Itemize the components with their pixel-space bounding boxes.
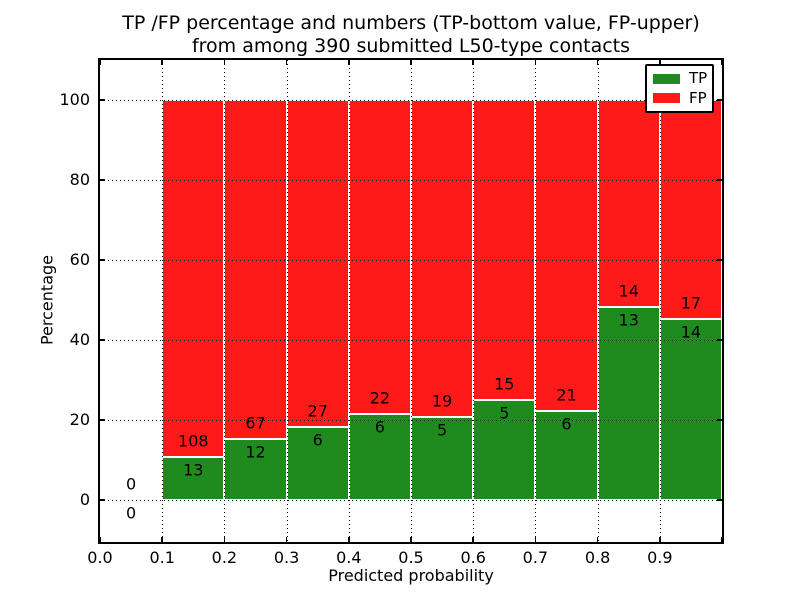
x-tick-label: 0.7 [522, 548, 549, 567]
x-tick-mark-top [410, 60, 412, 65]
tp-count-label: 6 [312, 430, 323, 450]
fp-bar-segment [162, 100, 225, 458]
x-tick-mark [285, 537, 288, 542]
fp-bar-segment [473, 100, 536, 400]
x-tick-mark [596, 537, 599, 542]
x-tick-mark [472, 537, 474, 542]
y-tick-label: 60 [69, 250, 90, 269]
plot-area: 0 0 108 13 67 12 27 6 22 6 19 5 15 5 21 6 14 13 17 14 [98, 58, 724, 544]
y-tick-label: 80 [69, 170, 90, 189]
x-tick-label: 0.8 [584, 548, 611, 567]
x-tick-mark [161, 537, 163, 542]
tp-count-label: 5 [499, 403, 510, 423]
y-tick-mark [100, 259, 105, 261]
fp-count-label: 14 [618, 281, 639, 301]
tp-bar-segment [597, 307, 660, 500]
fp-count-label: 17 [680, 293, 702, 313]
x-tick-label: 0.6 [460, 548, 486, 567]
chart-title-line-2: from among 390 submitted L50-type contac… [191, 35, 631, 57]
legend-item-tp: TP [653, 69, 708, 88]
tp-count-label: 5 [437, 420, 448, 440]
legend-label-tp: TP [689, 69, 708, 88]
tp-count-label: 14 [680, 322, 702, 342]
legend-label-fp: FP [689, 88, 707, 107]
x-tick-mark-top [534, 60, 537, 65]
tp-count-label: 0 [126, 503, 137, 523]
tp-count-label: 12 [245, 442, 266, 462]
fp-count-label: 19 [431, 391, 453, 411]
y-gridline [100, 500, 722, 501]
y-tick-mark-right [717, 99, 722, 101]
fp-bar-segment [286, 100, 349, 428]
tp-count-label: 6 [374, 417, 385, 437]
x-tick-label: 0.3 [273, 548, 300, 567]
x-tick-label: 0.5 [398, 548, 424, 567]
tp-bar-segment [473, 400, 536, 500]
fp-count-label: 27 [307, 401, 328, 421]
x-tick-label: 0.1 [149, 548, 175, 567]
fp-bar-segment [659, 100, 722, 320]
x-tick-mark-top [285, 60, 288, 65]
tp-bar-segment [411, 416, 474, 500]
y-tick-mark [100, 499, 105, 501]
y-tick-mark-right [717, 179, 722, 181]
y-tick-label: 0 [79, 490, 90, 509]
y-tick-mark-right [717, 339, 722, 341]
tp-count-label: 13 [183, 460, 204, 480]
fp-count-label: 15 [494, 374, 515, 394]
fp-count-label: 0 [126, 474, 137, 494]
fp-bar-segment [535, 100, 598, 412]
fp-bar-segment [597, 100, 660, 308]
tp-bar-segment [535, 411, 598, 500]
y-tick-label: 20 [69, 410, 90, 429]
x-tick-label: 0.4 [336, 548, 362, 567]
fp-bar-segment [348, 100, 411, 415]
x-tick-mark [99, 537, 101, 542]
fp-count-label: 67 [245, 413, 266, 433]
fp-legend-swatch-icon [653, 93, 680, 104]
legend-item-fp: FP [653, 88, 707, 107]
x-tick-mark [410, 537, 412, 542]
x-tick-mark [721, 537, 723, 542]
tp-bar-segment [224, 439, 287, 500]
fp-bar-segment [224, 100, 287, 440]
x-tick-mark [534, 537, 537, 542]
x-tick-label: 0.0 [87, 548, 113, 567]
x-tick-mark-top [472, 60, 474, 65]
x-tick-mark-top [223, 60, 226, 65]
x-tick-mark [659, 537, 661, 542]
x-tick-mark-top [348, 60, 350, 65]
x-axis-label: Predicted probability [328, 566, 494, 585]
y-tick-mark-right [717, 259, 722, 261]
y-tick-mark [100, 419, 105, 421]
tp-bar-segment [348, 414, 411, 500]
x-tick-label: 0.2 [211, 548, 238, 567]
fp-count-label: 108 [178, 431, 209, 451]
legend: TP FP [645, 64, 714, 113]
tp-bar-segment [286, 427, 349, 500]
fp-count-label: 22 [369, 388, 391, 408]
y-tick-mark-right [717, 499, 722, 501]
y-tick-label: 100 [59, 90, 90, 109]
y-tick-mark [100, 179, 105, 181]
tp-count-label: 6 [561, 414, 572, 434]
x-tick-mark-top [99, 60, 101, 65]
x-tick-mark-top [161, 60, 163, 65]
x-tick-mark-top [596, 60, 599, 65]
chart-title-line-1: TP /FP percentage and numbers (TP-bottom… [122, 12, 700, 34]
y-tick-label: 40 [69, 330, 90, 349]
x-tick-mark [223, 537, 226, 542]
y-tick-mark [100, 99, 105, 101]
x-tick-label: 0.9 [647, 548, 673, 567]
x-tick-mark-top [721, 60, 723, 65]
tp-legend-swatch-icon [653, 73, 680, 84]
fp-count-label: 21 [556, 385, 577, 405]
y-tick-mark-right [717, 419, 722, 421]
tp-count-label: 13 [618, 310, 639, 330]
fp-bar-segment [411, 100, 474, 417]
y-tick-mark [100, 339, 105, 341]
x-tick-mark [348, 537, 350, 542]
tp-bar-segment [659, 319, 722, 500]
